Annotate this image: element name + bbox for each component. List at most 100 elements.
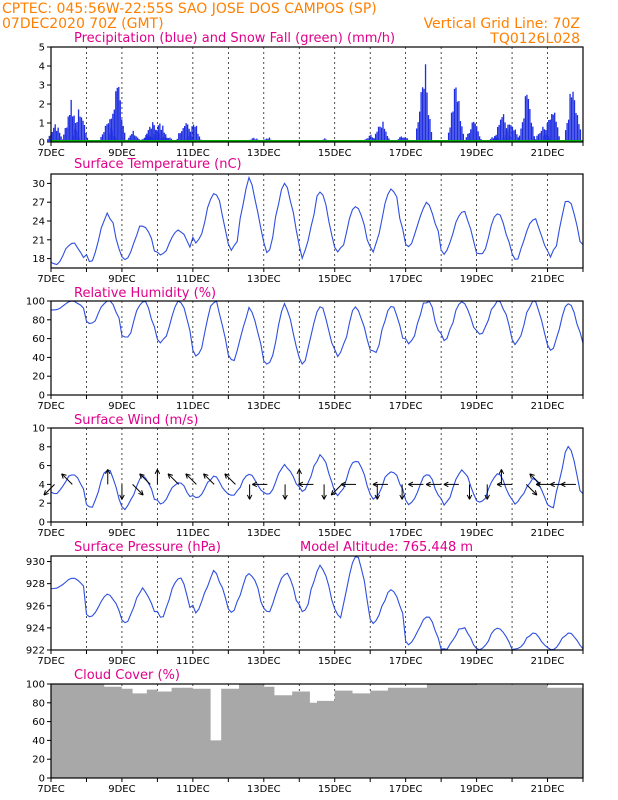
precip-bar xyxy=(129,135,131,142)
wind-arrow-shaft xyxy=(330,484,343,496)
wind-arrow-head xyxy=(374,494,378,500)
precip-bar xyxy=(476,126,478,142)
wind-arrow-head xyxy=(61,473,64,479)
y-tick-label: 100 xyxy=(26,297,45,308)
x-tick-label: 19DEC xyxy=(460,274,494,285)
precip-bar xyxy=(76,122,78,142)
precip-bar xyxy=(429,119,431,142)
y-tick-label: 0 xyxy=(39,138,45,149)
y-tick-label: 20 xyxy=(32,372,45,383)
y-tick-label: 928 xyxy=(26,579,45,590)
precip-bar xyxy=(499,119,502,142)
wind-arrow-head xyxy=(249,494,253,500)
y-tick-label: 0 xyxy=(39,774,45,785)
y-tick-label: 0 xyxy=(39,518,45,529)
precip-bar xyxy=(124,132,126,142)
precip-bar xyxy=(423,88,425,142)
x-tick-label: 9DEC xyxy=(108,148,135,159)
precip-bar xyxy=(549,119,551,142)
precip-bar xyxy=(181,131,183,142)
rh-series-line xyxy=(51,300,584,365)
precip-bar xyxy=(152,122,154,142)
precip-bar xyxy=(159,123,161,142)
y-tick-label: 5 xyxy=(39,43,45,54)
precip-bar xyxy=(530,122,533,142)
precip-bar xyxy=(473,121,475,142)
x-tick-label: 17DEC xyxy=(389,784,423,795)
precip-bar xyxy=(449,127,451,142)
wind-arrow-head xyxy=(105,469,109,475)
y-tick-label: 8 xyxy=(39,442,45,453)
precip-bar xyxy=(516,134,518,142)
precip-bar xyxy=(103,132,105,142)
x-tick-label: 15DEC xyxy=(318,784,352,795)
precip-bar xyxy=(540,130,543,142)
wind-arrow-head xyxy=(185,473,191,476)
x-tick-label: 9DEC xyxy=(108,274,135,285)
precip-bar xyxy=(197,133,199,142)
precip-bar xyxy=(418,111,421,142)
precip-bar xyxy=(576,115,579,142)
precip-bar xyxy=(195,125,198,142)
wind-arrow-shaft xyxy=(139,473,151,485)
wind-arrow-head xyxy=(534,490,538,496)
wind-arrow-head xyxy=(529,473,532,479)
y-tick-label: 24 xyxy=(32,217,45,228)
precip-bar xyxy=(185,123,187,142)
precip-bar xyxy=(119,100,121,142)
precip-bar xyxy=(533,136,535,142)
cloud-title: Cloud Cover (%) xyxy=(74,668,180,683)
wind-arrow-head xyxy=(139,473,142,479)
y-tick-label: 4 xyxy=(39,480,45,491)
precip-bar xyxy=(504,122,506,142)
x-tick-label: 9DEC xyxy=(108,401,135,412)
precip-bar xyxy=(380,127,383,142)
precip-bar xyxy=(424,64,427,142)
precip-bar xyxy=(508,124,511,142)
precip-bar xyxy=(85,133,87,142)
precip-bar xyxy=(494,136,496,142)
precip-bar xyxy=(82,120,84,142)
precip-bar xyxy=(47,139,49,142)
precip-bar xyxy=(137,137,139,142)
precip-bar xyxy=(80,117,83,142)
precip-bar xyxy=(517,137,520,142)
wind-arrow-head xyxy=(107,469,111,475)
wind-arrow-head xyxy=(529,473,535,476)
precip-bar xyxy=(542,126,544,142)
precip-bar xyxy=(564,130,567,142)
precip-bar xyxy=(462,133,465,142)
precip-bar xyxy=(73,128,75,142)
wind-arrow-shaft xyxy=(61,473,73,485)
precip-bar xyxy=(430,131,433,142)
y-tick-label: 3 xyxy=(39,81,45,92)
precip-bar xyxy=(63,134,65,142)
precip-bar xyxy=(427,115,430,142)
pres-title: Surface Pressure (hPa) xyxy=(74,540,221,555)
precip-bar xyxy=(468,133,470,142)
precip-bar xyxy=(471,122,473,142)
x-tick-label: 15DEC xyxy=(318,528,352,539)
precip-bar xyxy=(153,125,155,142)
precip-bar xyxy=(520,128,522,142)
precip-bar xyxy=(478,136,481,142)
precip-bar xyxy=(524,96,527,142)
plot-frame xyxy=(50,173,584,269)
y-tick-label: 60 xyxy=(32,334,45,345)
precip-bar xyxy=(164,137,167,142)
precip-bar xyxy=(60,136,62,142)
x-tick-label: 7DEC xyxy=(37,274,64,285)
x-tick-label: 15DEC xyxy=(318,656,352,667)
wind-arrow-head xyxy=(298,481,304,485)
precip-bar xyxy=(48,135,50,142)
wind-arrow-head xyxy=(138,492,144,496)
x-tick-label: 13DEC xyxy=(247,274,281,285)
y-tick-label: 100 xyxy=(26,680,45,691)
precip-bar xyxy=(370,134,372,142)
precip-bar xyxy=(545,130,547,142)
wind-arrow-head xyxy=(296,469,300,475)
precip-bar xyxy=(268,137,271,142)
precip-bar xyxy=(162,125,164,142)
x-tick-label: 19DEC xyxy=(460,528,494,539)
x-tick-label: 21DEC xyxy=(531,274,565,285)
